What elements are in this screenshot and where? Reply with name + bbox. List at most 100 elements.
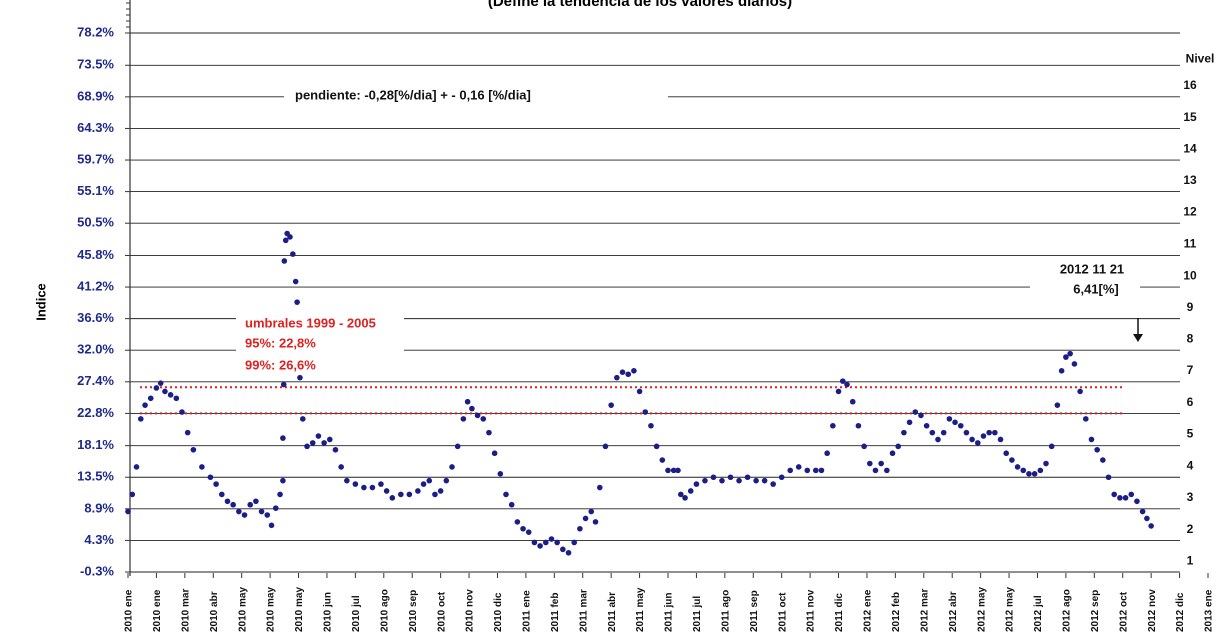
data-point bbox=[855, 422, 862, 429]
x-tick-label: 2012 ene bbox=[863, 589, 874, 632]
data-point bbox=[588, 508, 595, 515]
data-point bbox=[142, 402, 148, 408]
data-point bbox=[352, 481, 359, 487]
data-point bbox=[369, 484, 376, 491]
y-axis-label: Indice bbox=[33, 283, 48, 321]
data-point bbox=[866, 460, 873, 467]
last-box bbox=[1030, 262, 1140, 298]
data-point bbox=[665, 467, 671, 474]
data-point bbox=[1063, 354, 1069, 360]
data-point bbox=[344, 477, 350, 484]
level-label: 7 bbox=[1187, 363, 1194, 377]
level-label: 15 bbox=[1183, 110, 1197, 124]
umbrales-title: umbrales 1999 - 2005 bbox=[245, 315, 376, 330]
arrow-head bbox=[1133, 334, 1143, 342]
data-point bbox=[844, 381, 850, 388]
data-point bbox=[157, 380, 164, 386]
y-tick-label: 13.5% bbox=[77, 469, 114, 484]
data-point bbox=[1048, 443, 1055, 450]
data-point bbox=[577, 525, 583, 532]
data-point bbox=[872, 467, 879, 474]
data-point bbox=[497, 471, 504, 477]
x-tick-label: 2010 may bbox=[294, 587, 305, 632]
data-point bbox=[1071, 361, 1078, 367]
data-point bbox=[901, 429, 907, 436]
x-tick-label: 2010 abr bbox=[209, 591, 220, 632]
data-point bbox=[1144, 515, 1150, 522]
y-tick-label: 36.6% bbox=[77, 310, 114, 325]
data-point bbox=[592, 519, 599, 525]
data-point bbox=[133, 464, 140, 470]
data-point bbox=[207, 474, 214, 481]
data-point bbox=[280, 435, 286, 441]
x-tick-label: 2012 ago bbox=[1062, 589, 1073, 632]
data-point bbox=[906, 419, 913, 426]
data-point bbox=[199, 464, 205, 470]
data-point bbox=[287, 234, 293, 240]
y-tick-label: 68.9% bbox=[77, 88, 114, 103]
x-tick-label: 2012 abr bbox=[948, 591, 959, 632]
data-point bbox=[224, 498, 231, 505]
data-point bbox=[537, 543, 543, 549]
data-point bbox=[179, 409, 185, 415]
data-point bbox=[548, 536, 555, 542]
data-point bbox=[281, 258, 288, 264]
level-label: 10 bbox=[1183, 268, 1197, 282]
data-point bbox=[460, 416, 467, 422]
data-point bbox=[1009, 457, 1015, 463]
data-point bbox=[804, 467, 811, 474]
data-point bbox=[1067, 350, 1073, 357]
data-point bbox=[687, 488, 694, 494]
data-point bbox=[753, 477, 759, 484]
x-tick-label: 2010 mar bbox=[180, 589, 191, 632]
data-point bbox=[531, 539, 538, 546]
data-point bbox=[571, 539, 578, 546]
data-point bbox=[710, 474, 717, 481]
x-tick-label: 2012 dic bbox=[1175, 592, 1186, 632]
data-point bbox=[162, 388, 168, 395]
data-point bbox=[491, 450, 498, 457]
y-tick-label: 41.2% bbox=[77, 278, 114, 293]
data-point bbox=[520, 525, 526, 532]
data-point bbox=[253, 498, 259, 505]
data-point bbox=[582, 515, 589, 522]
x-tick-label: 2010 ene bbox=[124, 589, 135, 632]
data-point bbox=[1148, 523, 1154, 529]
x-tick-label: 2013 ene bbox=[1204, 589, 1215, 632]
data-point bbox=[1014, 464, 1021, 470]
data-point bbox=[1043, 460, 1049, 467]
data-point bbox=[469, 405, 475, 412]
level-label: 5 bbox=[1187, 427, 1194, 441]
x-tick-label: 2010 ene bbox=[152, 589, 163, 632]
y-tick-label: 59.7% bbox=[77, 151, 114, 166]
x-tick-label: 2012 nov bbox=[1147, 589, 1158, 632]
data-point bbox=[693, 481, 700, 487]
data-point bbox=[1031, 471, 1038, 477]
data-point bbox=[940, 429, 947, 436]
data-point bbox=[389, 495, 396, 501]
x-tick-label: 2011 oct bbox=[777, 592, 788, 632]
data-point bbox=[525, 529, 532, 535]
level-title: Nivel bbox=[1186, 51, 1215, 65]
level-label: 9 bbox=[1187, 300, 1194, 314]
data-point bbox=[167, 392, 174, 398]
level-label: 6 bbox=[1187, 395, 1194, 409]
y-tick-label: 55.1% bbox=[77, 183, 114, 198]
data-point bbox=[997, 436, 1004, 443]
data-point bbox=[236, 508, 242, 515]
data-point bbox=[969, 436, 975, 443]
data-point bbox=[173, 395, 180, 402]
data-point bbox=[677, 491, 684, 498]
level-label: 3 bbox=[1187, 490, 1194, 504]
data-point bbox=[153, 385, 160, 391]
data-point bbox=[918, 412, 924, 419]
data-point bbox=[137, 416, 144, 422]
data-point bbox=[304, 443, 310, 450]
data-point bbox=[653, 443, 660, 450]
data-point bbox=[884, 467, 890, 474]
x-tick-label: 2011 jul bbox=[692, 596, 703, 632]
y-tick-label: 32.0% bbox=[77, 342, 114, 357]
data-point bbox=[241, 512, 248, 518]
